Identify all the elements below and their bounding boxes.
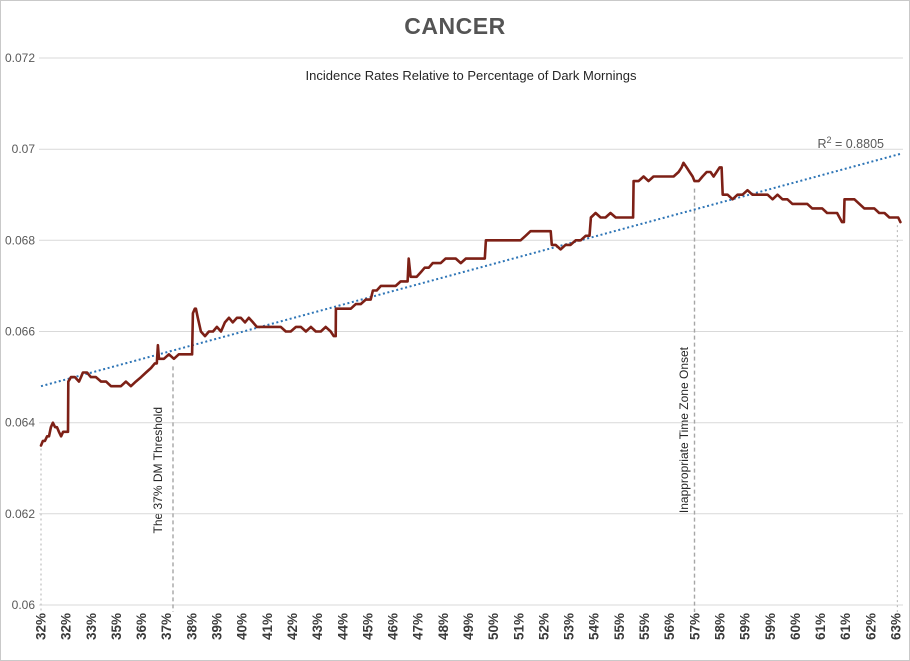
x-tick-label: 61% (813, 613, 828, 640)
y-tick-label: 0.06 (12, 598, 36, 612)
x-tick-label: 45% (360, 613, 375, 640)
r2-exponent: 2 (826, 135, 832, 145)
chart-subtitle: Incidence Rates Relative to Percentage o… (305, 68, 637, 83)
y-tick-label: 0.062 (5, 507, 35, 521)
x-tick-label: 37% (159, 613, 174, 640)
x-tick-label: 59% (738, 613, 753, 640)
x-tick-label: 49% (461, 613, 476, 640)
x-tick-label: 43% (310, 613, 325, 640)
y-tick-label: 0.064 (5, 416, 35, 430)
r2-value: = 0.8805 (831, 137, 884, 152)
y-tick-label: 0.07 (12, 142, 36, 156)
x-tick-label: 54% (587, 613, 602, 640)
x-tick-label: 53% (562, 613, 577, 640)
x-tick-label: 58% (713, 613, 728, 640)
x-tick-label: 32% (59, 613, 74, 640)
x-tick-label: 36% (134, 613, 149, 640)
x-tick-label: 47% (411, 613, 426, 640)
x-tick-label: 41% (260, 613, 275, 640)
x-tick-label: 59% (763, 613, 778, 640)
x-tick-label: 51% (511, 613, 526, 640)
x-tick-label: 38% (184, 613, 199, 640)
x-tick-label: 55% (612, 613, 627, 640)
x-tick-label: 32% (34, 613, 49, 640)
x-tick-label: 42% (285, 613, 300, 640)
x-tick-label: 39% (210, 613, 225, 640)
r-squared-label: R2 = 0.8805 (817, 135, 884, 151)
x-tick-label: 35% (109, 613, 124, 640)
x-tick-label: 44% (335, 613, 350, 640)
x-tick-label: 52% (536, 613, 551, 640)
x-tick-label: 50% (486, 613, 501, 640)
x-tick-label: 62% (863, 613, 878, 640)
x-tick-label: 63% (889, 613, 904, 640)
trendline (40, 152, 902, 388)
chart-title: CANCER (404, 13, 506, 39)
x-tick-label: 46% (386, 613, 401, 640)
y-tick-label: 0.068 (5, 233, 35, 247)
y-tick-label: 0.066 (5, 325, 35, 339)
x-tick-label: 61% (838, 613, 853, 640)
x-tick-label: 33% (84, 613, 99, 640)
x-tick-label: 55% (637, 613, 652, 640)
y-tick-label: 0.072 (5, 51, 35, 65)
x-tick-label: 57% (687, 613, 702, 640)
series-line (39, 161, 902, 447)
x-tick-label: 48% (436, 613, 451, 640)
r2-base: R (817, 137, 827, 152)
x-tick-label: 60% (788, 613, 803, 640)
x-tick-label: 56% (662, 613, 677, 640)
x-tick-label: 40% (235, 613, 250, 640)
